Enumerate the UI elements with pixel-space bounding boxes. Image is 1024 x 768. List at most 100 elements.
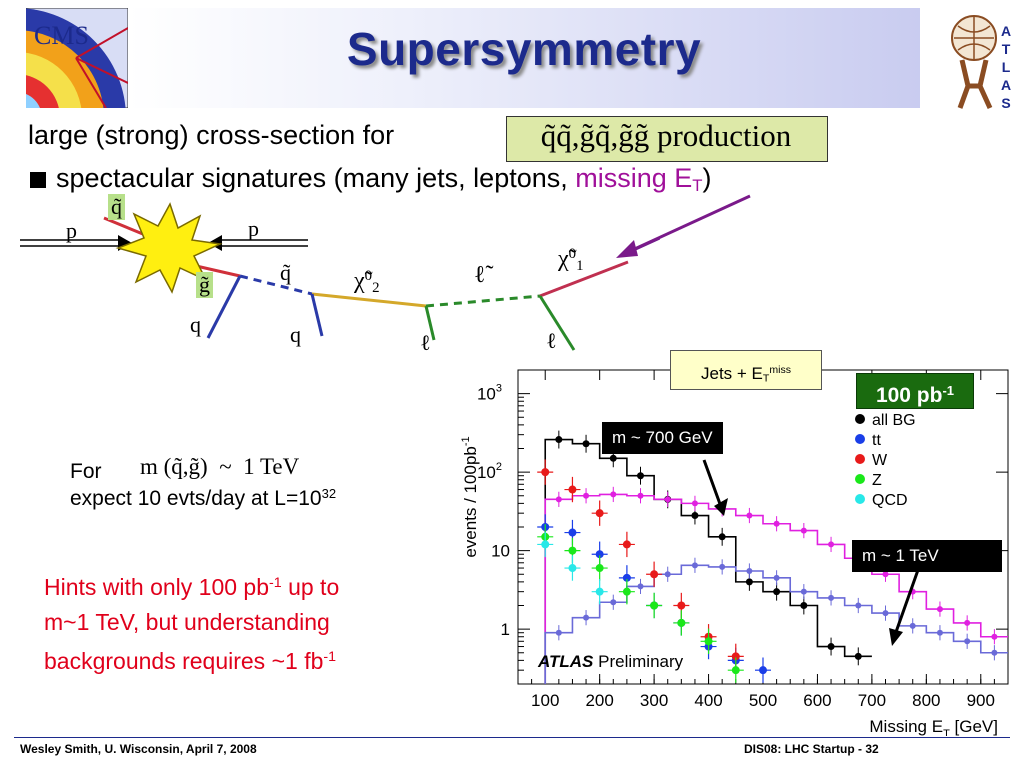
label-lepton-2: ℓ <box>546 328 557 353</box>
x-tick-label: 300 <box>640 691 668 710</box>
label-lepton-1: ℓ <box>420 330 431 355</box>
data-point-w <box>568 485 577 494</box>
m700-arrow <box>702 459 722 505</box>
line2-close: ) <box>702 163 712 193</box>
data-point-z <box>568 546 577 555</box>
bullet-line-2: spectacular signatures (many jets, lepto… <box>56 163 712 196</box>
hints-line-1: Hints with only 100 pb-1 up to <box>44 573 340 600</box>
legend-label: W <box>872 452 888 469</box>
svg-text:S: S <box>1001 95 1010 111</box>
label-gluino: g̃ <box>196 272 213 298</box>
x-tick-label: 900 <box>967 691 995 710</box>
m1tev-arrowhead <box>889 628 903 646</box>
line1-prefix: large (strong) cross-section for <box>28 120 395 150</box>
data-point-w <box>650 570 659 579</box>
data-point-qcd <box>595 587 604 596</box>
missing-et-arrow <box>616 194 751 258</box>
missing-et-plot: 100 200 300 400 500 600 700 800 900 1 10 102 103 Miss… <box>460 369 1009 740</box>
atlas-preliminary: ATLAS Preliminary <box>538 652 684 671</box>
series-all-bg <box>544 438 872 684</box>
data-point-w <box>541 468 550 477</box>
label-squark-top: q̃ <box>108 194 125 220</box>
m700-arrowhead <box>714 498 728 516</box>
label-chi01: χ̃01 <box>558 246 584 274</box>
label-q-left: q <box>190 312 201 337</box>
squark-line-mid <box>239 274 313 296</box>
label-chi02: χ̃02 <box>354 268 380 296</box>
label-squark-mid: q̃ <box>280 260 291 285</box>
data-point-z <box>622 587 631 596</box>
data-point-tt <box>595 550 604 559</box>
data-point-qcd <box>568 564 577 573</box>
title-banner <box>128 8 920 108</box>
y-axis-label: events / 100pb-1 <box>460 436 480 557</box>
hints-text: Hints with only 100 pb-1 up to m~1 TeV, … <box>44 566 464 679</box>
atlas-logo: A T L A S <box>940 8 1020 112</box>
production-formula: q̃q̃,g̃q̃,g̃g̃ production <box>540 118 792 153</box>
data-point-qcd <box>541 540 550 549</box>
x-tick-label: 100 <box>531 691 559 710</box>
data-point-tt <box>622 573 631 582</box>
jets-met-label: Jets + ETmiss <box>670 350 822 390</box>
footer-right: DIS08: LHC Startup - 32 <box>744 742 879 756</box>
svg-text:A: A <box>1001 77 1011 93</box>
data-point-z <box>595 564 604 573</box>
y-tick-label: 103 <box>477 383 502 404</box>
y-tick-label: 102 <box>477 461 502 482</box>
plot-panel: 100 200 300 400 500 600 700 800 900 1 10 102 103 Miss… <box>448 356 1020 740</box>
x-tick-label: 400 <box>694 691 722 710</box>
data-point-w <box>731 652 740 661</box>
x-tick-label: 500 <box>749 691 777 710</box>
chi01-line <box>539 260 629 298</box>
series-signal-m-1-tev <box>544 564 1008 684</box>
lepton-line-2 <box>538 295 576 351</box>
data-point-z <box>731 666 740 675</box>
legend-label: tt <box>872 432 881 449</box>
plot-frame <box>517 369 1009 685</box>
page-title: Supersymmetry <box>346 23 702 75</box>
quark-line-mid <box>310 293 324 337</box>
lepton-line-1 <box>424 305 436 341</box>
line2-prefix: spectacular signatures (many jets, lepto… <box>56 163 568 193</box>
m700-label: m ~ 700 GeV <box>602 422 723 454</box>
line2-missing: missing ET <box>575 163 703 196</box>
legend-marker <box>855 494 865 504</box>
data-point-z <box>677 618 686 627</box>
data-point-z <box>704 637 713 646</box>
legend-marker <box>855 454 865 464</box>
label-p-left: p <box>66 218 77 243</box>
legend-marker <box>855 414 865 424</box>
mass-formula: m (q̃,g̃) ~ 1 TeV <box>140 454 300 479</box>
cms-logo-text: CMS <box>34 21 89 50</box>
label-slepton: ℓ̃ <box>474 262 486 288</box>
footer-left: Wesley Smith, U. Wisconsin, April 7, 200… <box>20 742 257 756</box>
bullet-line-1: large (strong) cross-section for <box>28 120 394 151</box>
x-tick-label: 200 <box>585 691 613 710</box>
x-tick-label: 600 <box>803 691 831 710</box>
label-p-right: p <box>248 216 259 241</box>
m1tev-arrow <box>894 569 920 633</box>
formula-box <box>506 116 828 162</box>
quark-line-left <box>206 275 242 339</box>
bullet-square-icon <box>30 172 46 188</box>
legend-marker <box>855 474 865 484</box>
decay-diagram <box>20 202 660 351</box>
legend-label: all BG <box>872 412 916 429</box>
data-point-w <box>595 509 604 518</box>
cms-logo: CMS <box>0 7 129 228</box>
y-tick-label: 1 <box>501 620 510 639</box>
legend-label: Z <box>872 472 882 489</box>
svg-text:A: A <box>1001 23 1011 39</box>
m1tev-label: m ~ 1 TeV <box>852 540 1002 572</box>
svg-text:T: T <box>1002 41 1011 57</box>
x-tick-label: 800 <box>912 691 940 710</box>
footer-rule <box>14 737 1010 738</box>
x-tick-label: 700 <box>858 691 886 710</box>
collision-star-icon <box>115 202 223 294</box>
x-axis-label: Missing ET [GeV] <box>869 717 998 736</box>
lumi-badge: 100 pb-1 <box>856 373 974 409</box>
series-signal-m-700-gev <box>544 493 1008 684</box>
data-point-z <box>650 601 659 610</box>
y-tick-label: 10 <box>491 542 510 561</box>
data-point-tt <box>568 528 577 537</box>
